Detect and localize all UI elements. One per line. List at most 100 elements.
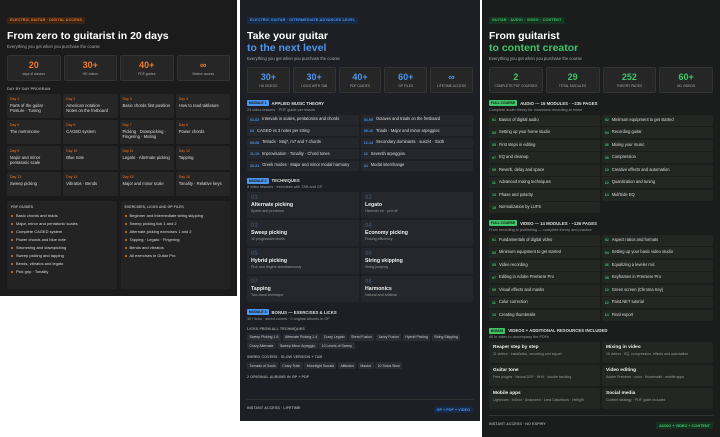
- item-number: 11: [492, 300, 496, 305]
- technique-number: 07: [251, 279, 258, 285]
- technique-number: 03: [251, 223, 258, 229]
- lick-chip: Sweep Minor Arpeggio: [277, 342, 318, 349]
- technique-card: 07 Tapping Two-hand technique: [247, 276, 359, 302]
- list-item: 10 Green screen (Chroma Key): [601, 284, 713, 296]
- stat-value: 30+: [306, 72, 322, 82]
- list-item: 04-05 Octaves and triads on the fretboard: [360, 114, 473, 125]
- day-card: Day 7 Picking · Downpicking · Fingering ·…: [119, 120, 174, 144]
- cover-chip: Mastor: [357, 362, 374, 369]
- cover-chip: Altitudes: [337, 362, 357, 369]
- day-topic: Basic chords first position: [122, 102, 170, 108]
- stat-value: ∞: [448, 72, 455, 82]
- bonus-card: Guitar tone Free plugins · Neural DSP · N…: [489, 365, 600, 386]
- box-item: All exercises in Guitar Pro: [125, 252, 227, 260]
- item-text: Octaves and triads on the fretboard: [375, 116, 441, 122]
- stat-card: 29 TOTAL MODULES: [545, 67, 600, 93]
- box-item: Alternate picking exercises 1 and 2: [125, 228, 227, 236]
- list-item: 12 Paint.NET tutorial: [601, 297, 713, 308]
- day-topic: Picking · Downpicking · Fingering · Muti…: [122, 128, 167, 139]
- day-number: Day 1: [10, 97, 20, 101]
- list-item: 09 Reverb, delay and space: [489, 164, 601, 176]
- lick-chip: Alternate Picking 1-4: [282, 333, 320, 341]
- item-text: Quantization and tuning: [611, 179, 655, 185]
- lick-chip: Sweep Picking 1-6: [247, 333, 281, 341]
- technique-name: Economy picking: [365, 230, 408, 236]
- bonus-card: Reaper step by step 11 videos · installat…: [489, 342, 600, 363]
- module-header: MODULE 2 TECHNIQUES: [247, 177, 473, 184]
- footer: INSTANT ACCESS · LIFETIME GP + PDF + VIDE…: [247, 399, 473, 413]
- title: Take your guitar to the next level: [247, 30, 473, 54]
- item-text: Visual effects and masks: [499, 286, 545, 292]
- item-number: 01: [492, 238, 496, 242]
- item-list: 01-02 Intervals in scales, pentatonics an…: [247, 114, 473, 171]
- footer-left: INSTANT ACCESS · NO EXPIRY: [489, 422, 546, 426]
- day-card: Day 13 Sweep picking: [7, 172, 62, 196]
- technique-number: 02: [365, 195, 372, 201]
- chip-row: Sweep Picking 1-6 Alternate Picking 1-4 Cr…: [247, 333, 473, 349]
- item-number: 09-10: [363, 129, 373, 133]
- bonus-name: Reaper step by step: [493, 345, 539, 350]
- bonus-card: Video editing Adobe Premiere · color · th…: [602, 365, 713, 386]
- day-card: Day 3 Basic chords first position: [119, 94, 174, 118]
- lick-chip: Crazy Legato: [321, 333, 348, 341]
- item-number: 08: [604, 275, 609, 280]
- title-line: From guitarist: [489, 30, 560, 42]
- day-card: Day 5 The metronome: [7, 120, 62, 144]
- item-number: 15: [492, 205, 496, 210]
- stat-card: 60+ GP FILES: [384, 67, 428, 93]
- module-subtitle: 24 video lessons · PDF guide per lesson: [247, 107, 316, 112]
- day-card: Day 1 Parts of the guitar · Posture · Tun…: [7, 94, 62, 118]
- item-text: Improvisation · Tonality · Chord tones: [262, 150, 330, 156]
- day-number: Day 4: [178, 97, 188, 101]
- day-topic: Major and minor pentatonic scale: [10, 154, 41, 165]
- bonus-desc: Free plugins · Neural DSP · NHX · double…: [493, 374, 572, 379]
- module-badge: MODULE 2: [247, 177, 269, 184]
- item-number: 07: [492, 275, 496, 280]
- module-badge: FULL COURSE: [489, 220, 518, 226]
- day-topic: Tapping: [178, 154, 194, 160]
- item-text: Setting up your home studio: [499, 129, 550, 135]
- item-number: 10: [604, 288, 609, 292]
- stat-value: 30+: [82, 60, 98, 70]
- bonus-card: Mixing in video 16 videos · EQ, compressi…: [602, 342, 713, 363]
- item-number: 04-05: [363, 117, 373, 122]
- day-topic: Parts of the guitar · Posture · Tuning: [10, 102, 46, 113]
- item-number: 10: [604, 168, 609, 172]
- module-subtitle: From recording to publishing — complete …: [489, 227, 592, 232]
- day-topic: Power chords: [178, 128, 205, 134]
- day-number: Day 15: [122, 175, 134, 179]
- item-number: 13: [492, 313, 496, 317]
- module-badge: MODULE 3: [247, 309, 269, 315]
- item-number: 02: [604, 118, 609, 122]
- item-text: Seventh arpeggios: [370, 150, 405, 156]
- day-card: Day 12 Tapping: [175, 146, 230, 170]
- module-title: APPLIED MUSIC THEORY: [271, 100, 325, 106]
- bonus-desc: Adobe Premiere · color · thumbnails · mo…: [606, 374, 685, 379]
- stat-label: THEORY PAGES: [616, 84, 643, 88]
- lick-chip: Shred Fusion: [348, 333, 375, 341]
- list-item: 08 Compression: [601, 152, 713, 163]
- item-text: Tetrads · Maj7, m7 and 7 chords: [262, 139, 321, 145]
- item-text: Editing in Adobe Premiere Pro: [499, 274, 554, 280]
- module-badge: BONUS: [489, 327, 506, 334]
- technique-number: 06: [365, 251, 372, 257]
- box-title: PDF GUIDES: [11, 205, 33, 209]
- section-label: DAY BY DAY PROGRAM: [7, 87, 51, 91]
- bonus-grid: Reaper step by step 11 videos · installat…: [489, 342, 713, 409]
- item-text: Compression: [611, 154, 636, 160]
- list-item: 01 Fundamentals of digital video: [489, 234, 601, 246]
- item-text: Recording guitar: [611, 129, 642, 135]
- technique-desc: Two-hand technique: [251, 293, 284, 297]
- list-item: 06 Equalizing a leveler mic: [601, 259, 713, 271]
- module-badge: MODULE 1: [247, 100, 269, 106]
- technique-name: Legato: [365, 202, 383, 208]
- list-item: 03 CAGED vs 3 notes per string: [247, 126, 360, 136]
- item-number: 14: [604, 313, 609, 317]
- title-line: to the next level: [247, 42, 327, 54]
- day-number: Day 14: [66, 175, 78, 179]
- bonus-name: Social media: [606, 391, 636, 396]
- list-item: 11 Advanced mixing techniques: [489, 177, 601, 188]
- list-item: 14 Mid/Side EQ: [601, 189, 713, 201]
- item-number: 12: [604, 300, 609, 305]
- day-number: Day 12: [178, 149, 190, 153]
